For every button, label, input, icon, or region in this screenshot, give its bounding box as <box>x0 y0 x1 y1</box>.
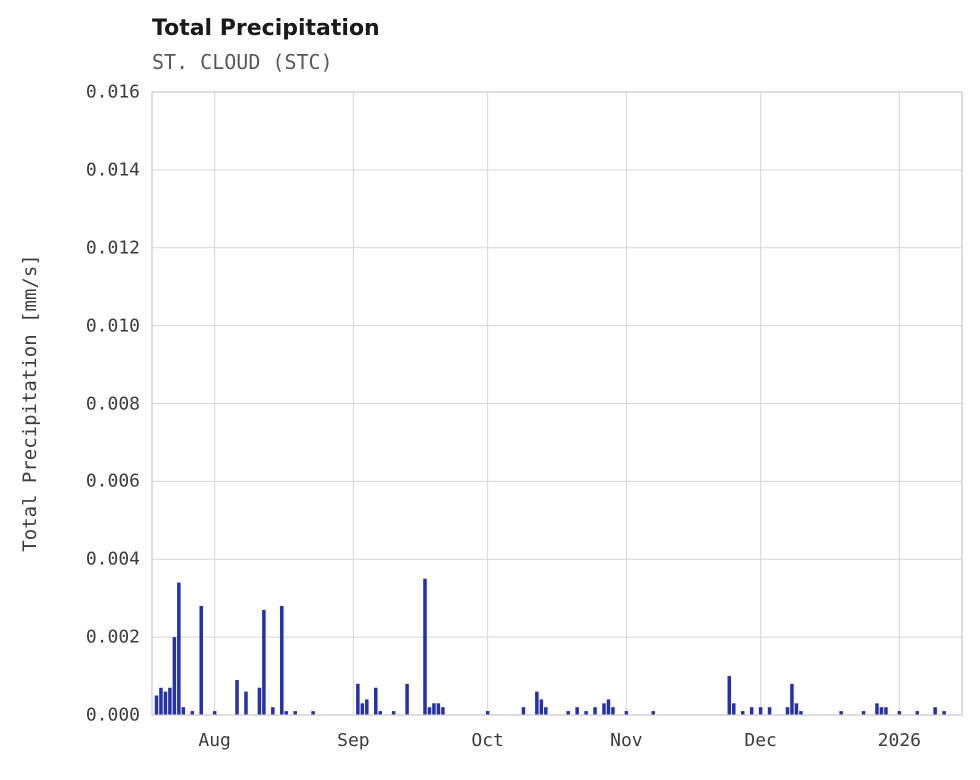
precip-bar <box>391 711 396 715</box>
precip-bar <box>839 711 843 715</box>
precip-bar <box>168 687 172 715</box>
precip-bar <box>624 711 629 715</box>
precip-bar <box>405 683 409 715</box>
x-tick-label: Aug <box>198 730 231 751</box>
precip-bar <box>177 582 181 715</box>
precip-bar <box>861 711 866 715</box>
y-tick-label: 0.016 <box>85 81 140 103</box>
precip-bar <box>284 711 288 715</box>
precip-bar <box>280 605 284 715</box>
precip-bar <box>535 691 539 715</box>
precip-bar <box>311 711 315 715</box>
precip-bar <box>915 711 919 715</box>
precip-bar <box>235 679 239 715</box>
precip-bar <box>593 707 597 715</box>
x-tick-label: Oct <box>471 730 504 751</box>
precip-bar <box>374 687 378 715</box>
precip-bar <box>356 683 360 715</box>
precip-bar <box>293 711 297 715</box>
precip-bar <box>154 695 159 715</box>
x-tick-label: Sep <box>337 730 370 751</box>
precip-bar <box>727 676 732 715</box>
precip-bar <box>879 707 884 715</box>
x-tick-label: 2026 <box>877 730 922 751</box>
precip-bar <box>212 711 217 715</box>
precip-bar <box>794 703 799 715</box>
precip-bar <box>611 707 615 715</box>
chart-title: Total Precipitation <box>152 16 380 41</box>
precip-bar <box>423 578 427 715</box>
precip-bar <box>584 711 588 715</box>
precip-bar <box>575 707 579 715</box>
precip-bar <box>521 707 526 715</box>
precip-bar <box>257 687 262 715</box>
precip-bar <box>427 707 432 715</box>
precip-bar <box>539 699 544 715</box>
chart-subtitle: ST. CLOUD (STC) <box>152 50 333 74</box>
precip-bar <box>190 711 195 715</box>
precip-bar <box>159 687 163 715</box>
precip-bar <box>441 707 445 715</box>
y-tick-label: 0.014 <box>85 159 140 181</box>
y-axis-label: Total Precipitation [mm/s] <box>19 254 41 552</box>
precip-bar <box>884 707 888 715</box>
x-tick-label: Nov <box>610 730 643 751</box>
precip-bar <box>758 707 763 715</box>
precip-bar <box>199 605 203 715</box>
precip-bar <box>544 707 548 715</box>
precip-bar <box>732 703 736 715</box>
precip-bar <box>262 609 266 715</box>
precip-bar <box>749 707 754 715</box>
precip-bar <box>606 699 611 715</box>
precip-bar <box>436 703 441 715</box>
x-tick-label: Dec <box>744 730 777 751</box>
precip-bar <box>365 699 369 715</box>
precip-bar <box>875 703 879 715</box>
precip-bar <box>485 711 490 715</box>
precip-bar <box>799 711 803 715</box>
y-tick-label: 0.006 <box>85 470 140 492</box>
precip-bar <box>172 637 177 716</box>
precip-bar <box>897 711 902 715</box>
precip-bar <box>767 707 772 715</box>
precip-bar <box>244 691 248 715</box>
precip-bar <box>378 711 382 715</box>
y-tick-label: 0.002 <box>85 626 140 648</box>
precip-bar <box>163 691 168 715</box>
plot-border <box>151 91 963 716</box>
precip-bar <box>181 707 186 715</box>
precip-bar <box>942 711 946 715</box>
precip-bar <box>602 703 606 715</box>
y-tick-label: 0.012 <box>85 237 140 259</box>
precip-bar <box>790 683 794 715</box>
precip-bar <box>651 711 655 715</box>
y-tick-label: 0.008 <box>85 393 140 414</box>
precip-bar <box>432 703 436 715</box>
precip-bar <box>271 707 275 715</box>
precip-bar <box>933 707 937 715</box>
y-tick-label: 0.000 <box>85 704 140 726</box>
y-tick-label: 0.004 <box>85 548 140 570</box>
y-tick-label: 0.010 <box>85 315 140 337</box>
precip-bar <box>360 703 365 715</box>
precip-bar <box>566 711 570 715</box>
precip-bar <box>785 707 790 715</box>
precip-bar <box>740 711 745 715</box>
